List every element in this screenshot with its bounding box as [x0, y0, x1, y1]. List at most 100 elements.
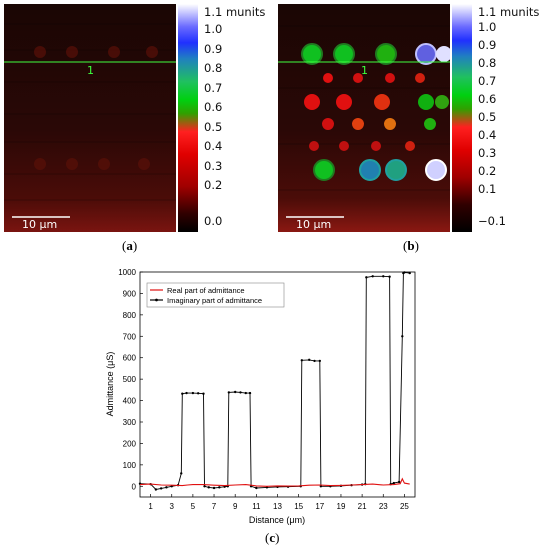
series-point-imaginary: [308, 358, 311, 362]
x-tick-label: 15: [294, 502, 303, 511]
series-point-imaginary: [382, 275, 385, 278]
x-tick-label: 1: [148, 502, 153, 511]
series-point-imaginary: [244, 391, 247, 395]
y-tick-label: 0: [132, 482, 137, 491]
panel-b-colorbar-tick-label: 0.7: [478, 74, 497, 89]
panel-b-colorbar-tick-label: 1.1 munits: [478, 5, 540, 19]
series-point-imaginary: [202, 392, 205, 395]
panel-a-colorbar-tick-label: 1.1 munits: [204, 5, 266, 19]
panel-a-colorbar-tick-label: 0.4: [204, 139, 223, 154]
panel-b-colorbar-tick-label: 0.4: [478, 127, 497, 142]
series-point-imaginary: [207, 486, 210, 489]
y-tick-label: 700: [123, 332, 137, 341]
chart-legend: Real part of admittance Imaginary part o…: [146, 282, 285, 308]
x-tick-label: 11: [252, 502, 261, 511]
x-tick-label: 25: [400, 502, 409, 511]
series-point-imaginary: [181, 392, 184, 395]
series-point-imaginary: [165, 486, 168, 489]
panel-b-image: 1 10 µm: [278, 4, 450, 232]
series-point-imaginary: [397, 480, 401, 484]
series-point-imaginary: [319, 485, 323, 488]
series-point-imaginary: [403, 271, 406, 274]
x-tick-label: 3: [170, 502, 175, 511]
x-tick-label: 23: [379, 502, 388, 511]
panel-a-colorbar-tick-label: 0.8: [204, 61, 223, 76]
series-point-imaginary: [180, 472, 183, 475]
series-point-imaginary: [248, 391, 252, 395]
series-point-imaginary: [227, 391, 231, 394]
series-point-imaginary: [408, 271, 411, 275]
panel-c-caption: (c): [265, 530, 280, 545]
panel-b-colorbar-tick-label: 0.5: [478, 110, 497, 124]
legend-real-label: Real part of admittance: [167, 286, 245, 295]
series-point-imaginary: [196, 392, 200, 395]
panel-a-colorbar-tick-label: 0.9: [204, 41, 223, 56]
series-point-imaginary: [318, 359, 322, 363]
y-tick-label: 100: [123, 461, 137, 470]
series-point-imaginary: [365, 276, 368, 279]
panel-a-colorbar-tick-label: 1.0: [204, 22, 223, 37]
x-tick-label: 21: [358, 502, 367, 511]
panel-a-line-marker: 1: [87, 64, 94, 77]
panel-b-colorbar-tick-label: −0.1: [478, 214, 506, 228]
panel-a-colorbar-tick-label: 0.5: [204, 119, 223, 134]
panel-a-colorbar-tick-label: 0.0: [204, 214, 223, 228]
y-tick-label: 800: [123, 311, 137, 320]
panel-b-colorbar-tick-label: 0.8: [478, 56, 497, 71]
series-line-real: [139, 477, 410, 487]
legend-imag-label: Imaginary part of admittance: [167, 296, 262, 305]
panel-a-colorbar-tick-label: 0.6: [204, 100, 223, 115]
plot-area: [139, 271, 416, 498]
panel-b-colorbar-tick-label: 0.3: [478, 145, 497, 160]
panel-b-colorbar-tick-label: 1.0: [478, 20, 497, 35]
y-tick-label: 1000: [118, 268, 136, 277]
panel-b-colorbar-tick-label: 0.9: [478, 38, 497, 53]
series-point-imaginary: [185, 391, 188, 395]
panel-b-colorbar-tick-label: 0.1: [478, 181, 497, 196]
panel-a-colorbar-tick-label: 0.2: [204, 178, 223, 193]
y-tick-label: 500: [123, 375, 137, 384]
panel-a-admittance-map: [4, 4, 176, 232]
series-point-imaginary: [255, 486, 258, 490]
x-tick-label: 9: [233, 502, 238, 511]
panel-a-colorbar-tick-label: 0.7: [204, 80, 223, 95]
series-point-imaginary: [154, 488, 158, 491]
panel-b-colorbar-tick-label: 0.2: [478, 163, 497, 178]
x-tick-label: 13: [273, 502, 282, 511]
panel-a-caption: (a): [122, 238, 138, 253]
series-point-imaginary: [191, 391, 195, 395]
panel-a-colorbar: [178, 4, 198, 232]
x-tick-label: 7: [212, 502, 217, 511]
y-tick-label: 900: [123, 289, 137, 298]
y-tick-label: 200: [123, 439, 137, 448]
series-point-imaginary: [371, 275, 374, 278]
panel-b-admittance-map: [278, 4, 450, 232]
series-point-imaginary: [401, 335, 404, 338]
panel-b-scale-label: 10 µm: [296, 218, 332, 231]
panel-b-caption: (b): [403, 238, 419, 253]
y-tick-label: 600: [123, 354, 137, 363]
panel-a-scale-label: 10 µm: [22, 218, 58, 231]
x-tick-label: 17: [315, 502, 324, 511]
panel-b-colorbar-tick-label: 0.6: [478, 92, 497, 107]
panel-a-colorbar-tick-label: 0.3: [204, 158, 223, 173]
series-point-imaginary: [212, 486, 216, 490]
series-point-imaginary: [218, 486, 221, 489]
series-point-imaginary: [233, 390, 237, 394]
panel-b-colorbar: [452, 4, 472, 232]
y-tick-label: 300: [123, 418, 137, 427]
series-point-imaginary: [159, 487, 163, 490]
panel-a-image: 1 10 µm: [4, 4, 176, 232]
y-axis-label: Admittance (μS): [105, 352, 115, 417]
series-point-imaginary: [300, 359, 304, 362]
y-tick-label: 400: [123, 397, 137, 406]
x-axis-label: Distance (μm): [249, 515, 305, 525]
series-point-imaginary: [239, 391, 242, 394]
series-point-imaginary: [313, 359, 316, 363]
series-point-imaginary: [392, 481, 396, 485]
series-point-imaginary: [203, 485, 206, 488]
panel-b-line-marker: 1: [361, 64, 368, 77]
series-point-imaginary: [388, 275, 391, 278]
x-tick-label: 19: [337, 502, 346, 511]
